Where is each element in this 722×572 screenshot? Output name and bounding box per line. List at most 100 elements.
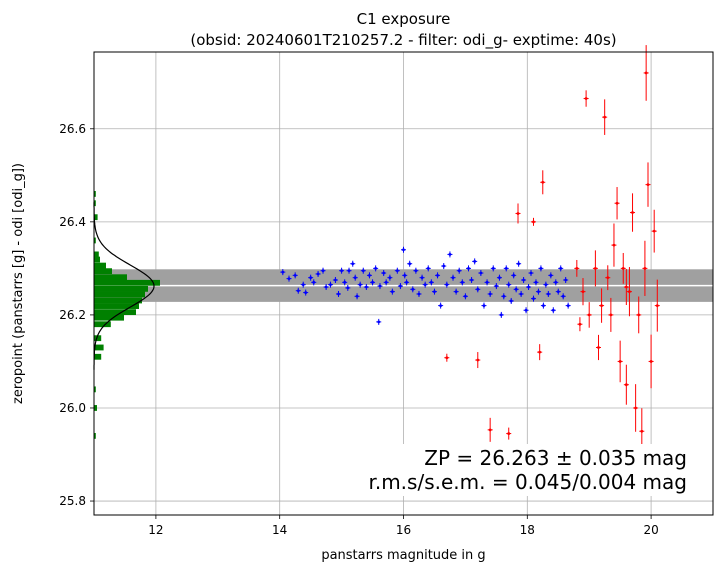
used-point: [453, 288, 459, 295]
used-point: [558, 265, 564, 272]
point-marker: [652, 229, 656, 233]
used-point: [496, 274, 502, 281]
point-marker: [378, 284, 382, 288]
point-marker: [514, 287, 518, 291]
used-point: [563, 277, 569, 284]
histogram-bar: [94, 268, 112, 275]
point-marker: [281, 270, 285, 274]
chart-subtitle: (obsid: 20240601T210257.2 - filter: odi_…: [190, 31, 616, 50]
point-marker: [464, 294, 467, 298]
rejected-point: [540, 170, 546, 195]
point-marker: [445, 356, 449, 360]
point-marker: [364, 285, 368, 289]
point-marker: [301, 283, 305, 287]
used-point: [487, 290, 493, 297]
rejected-point: [595, 334, 601, 361]
point-marker: [581, 290, 585, 294]
point-marker: [603, 115, 607, 119]
y-tick-label: 26.6: [59, 122, 86, 136]
point-marker: [504, 266, 508, 270]
point-marker: [479, 271, 483, 275]
point-marker: [538, 350, 542, 354]
histogram-bar: [94, 335, 102, 342]
point-marker: [304, 291, 308, 294]
point-marker: [414, 269, 418, 273]
x-axis-label: panstarrs magnitude in g: [321, 548, 485, 563]
used-point: [518, 290, 524, 297]
used-point: [481, 302, 487, 309]
point-marker: [546, 292, 550, 296]
used-point: [354, 293, 360, 300]
used-point: [402, 272, 408, 279]
used-point: [416, 290, 422, 297]
rejected-point: [487, 417, 493, 442]
point-marker: [644, 71, 648, 75]
point-marker: [646, 183, 650, 187]
point-marker: [368, 273, 371, 277]
rejected-point: [633, 384, 639, 432]
point-marker: [522, 278, 525, 282]
point-marker: [584, 97, 588, 100]
point-marker: [578, 322, 582, 326]
used-point: [478, 270, 484, 277]
point-marker: [420, 276, 424, 280]
rejected-point: [530, 217, 536, 226]
y-tick-label: 26.4: [59, 215, 86, 229]
point-marker: [482, 304, 486, 308]
point-marker: [554, 280, 558, 284]
used-point: [441, 263, 447, 270]
point-marker: [346, 286, 350, 290]
used-point: [366, 272, 372, 279]
histogram-bar: [94, 432, 96, 439]
used-point: [346, 267, 352, 274]
point-marker: [566, 304, 570, 308]
used-point: [315, 270, 321, 277]
point-marker: [429, 280, 433, 284]
rejected-point: [645, 162, 651, 207]
point-marker: [321, 269, 325, 273]
data-points: [280, 45, 660, 455]
point-marker: [405, 280, 408, 284]
point-marker: [353, 276, 357, 280]
point-marker: [564, 278, 568, 282]
used-point: [373, 265, 379, 272]
point-marker: [488, 428, 492, 432]
point-marker: [618, 360, 622, 363]
used-point: [555, 288, 561, 295]
x-tick-label: 12: [148, 523, 163, 537]
point-marker: [287, 277, 291, 281]
histogram-bar: [94, 237, 96, 244]
y-tick-label: 26.0: [59, 401, 86, 415]
histogram-bar: [94, 262, 106, 269]
histogram-bar: [94, 405, 97, 411]
used-point: [462, 293, 468, 300]
used-point: [381, 270, 387, 277]
used-point: [311, 279, 317, 286]
point-marker: [600, 304, 603, 308]
zeropoint-band: [94, 269, 713, 302]
used-point: [444, 281, 450, 288]
rejected-point: [580, 278, 586, 306]
annotation-background: [352, 444, 692, 496]
point-marker: [399, 284, 402, 288]
point-marker: [467, 266, 470, 270]
point-marker: [519, 292, 523, 296]
used-point: [516, 260, 522, 267]
used-point: [422, 281, 428, 288]
used-point: [345, 284, 351, 291]
used-point: [498, 311, 504, 318]
y-tick-label: 25.8: [59, 494, 86, 508]
point-marker: [516, 212, 520, 215]
rejected-point: [574, 259, 580, 277]
x-tick-label: 18: [520, 523, 535, 537]
point-marker: [426, 266, 430, 270]
used-point: [389, 288, 395, 295]
used-point: [397, 283, 403, 290]
point-marker: [499, 313, 503, 317]
point-marker: [649, 360, 653, 363]
used-point: [300, 281, 306, 288]
rejected-point: [599, 288, 605, 323]
point-marker: [624, 285, 628, 289]
histogram-bar: [94, 200, 96, 207]
